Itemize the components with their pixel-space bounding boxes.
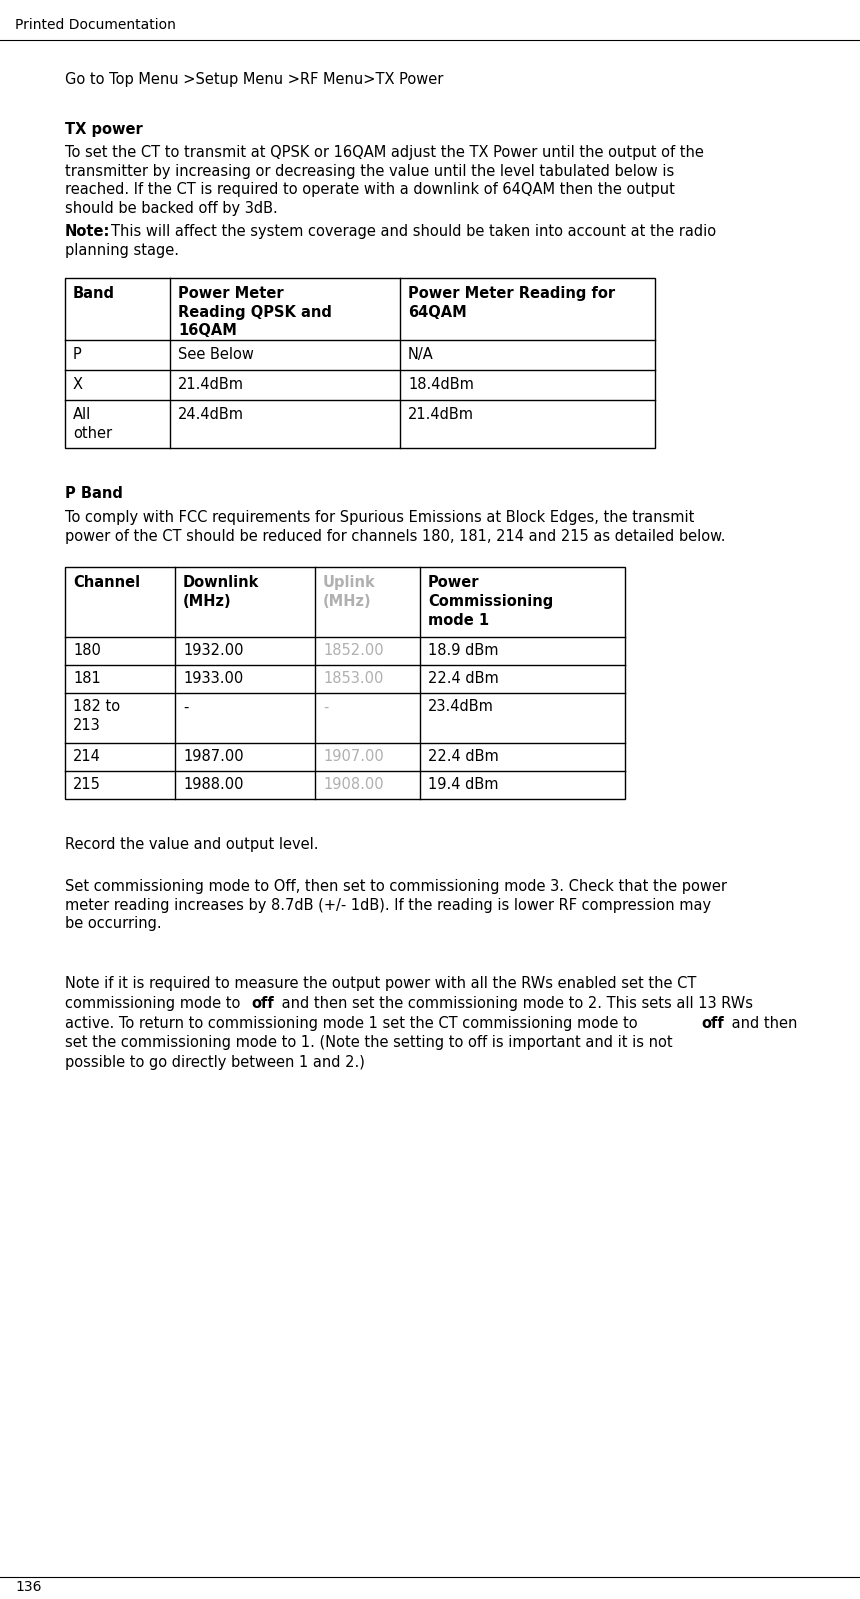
Text: Channel: Channel: [73, 576, 140, 590]
Text: 19.4 dBm: 19.4 dBm: [428, 777, 499, 793]
Text: N/A: N/A: [408, 347, 433, 361]
Text: Go to Top Menu >Setup Menu >RF Menu>TX Power: Go to Top Menu >Setup Menu >RF Menu>TX P…: [65, 72, 444, 86]
Text: 1853.00: 1853.00: [323, 672, 384, 686]
Text: off: off: [252, 996, 274, 1011]
Text: 214: 214: [73, 750, 101, 764]
Text: 181: 181: [73, 672, 101, 686]
Text: 1933.00: 1933.00: [183, 672, 243, 686]
Text: 18.4dBm: 18.4dBm: [408, 377, 474, 392]
Text: 215: 215: [73, 777, 101, 793]
Bar: [65, 568, 625, 800]
Text: Band: Band: [73, 286, 115, 301]
Text: To set the CT to transmit at QPSK or 16QAM adjust the TX Power until the output : To set the CT to transmit at QPSK or 16Q…: [65, 146, 703, 216]
Text: This will affect the system coverage and should be taken into account at the rad: This will affect the system coverage and…: [111, 224, 716, 238]
Text: 136: 136: [15, 1580, 41, 1594]
Text: 1907.00: 1907.00: [323, 750, 384, 764]
Text: active. To return to commissioning mode 1 set the CT commissioning mode to: active. To return to commissioning mode …: [65, 1015, 642, 1030]
Text: Power Meter Reading for
64QAM: Power Meter Reading for 64QAM: [408, 286, 615, 320]
Text: off: off: [702, 1015, 724, 1030]
Text: Record the value and output level.: Record the value and output level.: [65, 838, 318, 852]
Text: X: X: [73, 377, 83, 392]
Text: 1987.00: 1987.00: [183, 750, 243, 764]
Text: and then set the commissioning mode to 2. This sets all 13 RWs: and then set the commissioning mode to 2…: [277, 996, 753, 1011]
Text: To comply with FCC requirements for Spurious Emissions at Block Edges, the trans: To comply with FCC requirements for Spur…: [65, 510, 726, 544]
Text: 21.4dBm: 21.4dBm: [178, 377, 244, 392]
Text: 18.9 dBm: 18.9 dBm: [428, 643, 499, 659]
Text: 1852.00: 1852.00: [323, 643, 384, 659]
Text: 21.4dBm: 21.4dBm: [408, 408, 474, 422]
Text: planning stage.: planning stage.: [65, 243, 179, 259]
Text: 182 to
213: 182 to 213: [73, 699, 120, 732]
Text: -: -: [323, 699, 329, 715]
Text: 23.4dBm: 23.4dBm: [428, 699, 494, 715]
Text: Uplink
(MHz): Uplink (MHz): [323, 576, 376, 609]
Text: Set commissioning mode to Off, then set to commissioning mode 3. Check that the : Set commissioning mode to Off, then set …: [65, 879, 727, 931]
Text: 180: 180: [73, 643, 101, 659]
Text: 1908.00: 1908.00: [323, 777, 384, 793]
Bar: [65, 278, 655, 448]
Text: 24.4dBm: 24.4dBm: [178, 408, 244, 422]
Text: P: P: [73, 347, 82, 361]
Text: Printed Documentation: Printed Documentation: [15, 18, 176, 32]
Text: Power
Commissioning
mode 1: Power Commissioning mode 1: [428, 576, 553, 628]
Text: All
other: All other: [73, 408, 112, 441]
Text: possible to go directly between 1 and 2.): possible to go directly between 1 and 2.…: [65, 1055, 365, 1070]
Text: -: -: [183, 699, 188, 715]
Text: set the commissioning mode to 1. (Note the setting to off is important and it is: set the commissioning mode to 1. (Note t…: [65, 1035, 673, 1051]
Text: Power Meter
Reading QPSK and
16QAM: Power Meter Reading QPSK and 16QAM: [178, 286, 332, 339]
Text: and then: and then: [727, 1015, 797, 1030]
Text: Downlink
(MHz): Downlink (MHz): [183, 576, 260, 609]
Text: P Band: P Band: [65, 486, 123, 500]
Text: TX power: TX power: [65, 122, 143, 138]
Text: Note:: Note:: [65, 224, 110, 238]
Text: 1988.00: 1988.00: [183, 777, 243, 793]
Text: 22.4 dBm: 22.4 dBm: [428, 750, 499, 764]
Text: commissioning mode to: commissioning mode to: [65, 996, 245, 1011]
Text: Note if it is required to measure the output power with all the RWs enabled set : Note if it is required to measure the ou…: [65, 975, 697, 991]
Text: 22.4 dBm: 22.4 dBm: [428, 672, 499, 686]
Text: See Below: See Below: [178, 347, 254, 361]
Text: 1932.00: 1932.00: [183, 643, 243, 659]
